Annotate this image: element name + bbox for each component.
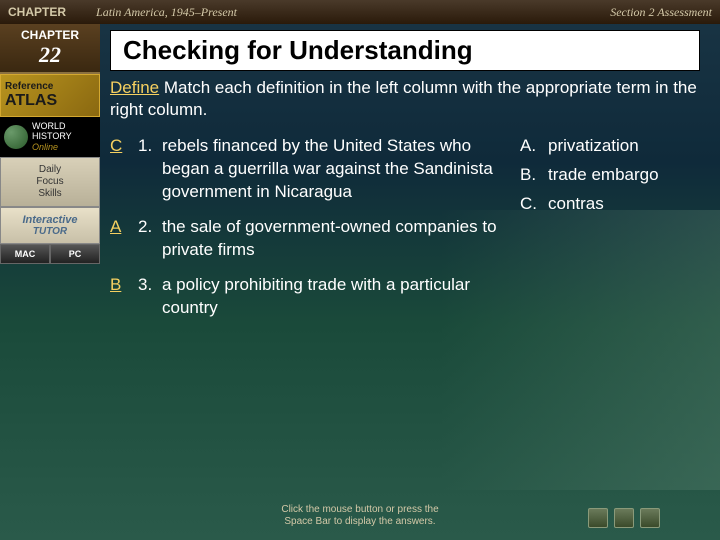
hint-line1: Click the mouse button or press the [281,504,438,516]
focus-line2: Focus [5,176,95,188]
choice-term: privatization [548,135,639,158]
choice-list: A. privatization B. trade embargo C. con… [520,135,700,332]
question-number: 3. [138,274,162,320]
choice-row: C. contras [520,193,700,216]
chapter-number: 22 [0,42,100,68]
atlas-button[interactable]: Reference ATLAS [0,74,100,117]
choice-key: B. [520,164,548,187]
quiz-area: C 1. rebels financed by the United State… [110,135,700,332]
question-row: A 2. the sale of government-owned compan… [110,216,500,262]
world-history-button[interactable]: WORLD HISTORY Online [0,117,100,157]
chapter-title: Latin America, 1945–Present [96,5,237,20]
question-list: C 1. rebels financed by the United State… [110,135,500,332]
tutor-line2: TUTOR [5,226,95,237]
define-label: Define [110,78,159,97]
history-label: HISTORY [32,131,72,142]
chapter-header: CHAPTER Latin America, 1945–Present Sect… [0,0,720,24]
choice-key: A. [520,135,548,158]
chapter-badge-label: CHAPTER [0,28,100,42]
atlas-ref: Reference [5,81,95,92]
choice-row: B. trade embargo [520,164,700,187]
nav-icon-1[interactable] [588,508,608,528]
question-text: a policy prohibiting trade with a partic… [162,274,500,320]
choice-term: contras [548,193,604,216]
platform-row: MAC PC [0,244,100,264]
chapter-badge: CHAPTER 22 [0,24,100,74]
sidebar: CHAPTER 22 Reference ATLAS WORLD HISTORY… [0,24,100,264]
answer-letter: A [110,216,138,262]
choice-key: C. [520,193,548,216]
choice-term: trade embargo [548,164,659,187]
question-text: the sale of government-owned companies t… [162,216,500,262]
answer-letter: B [110,274,138,320]
instructions: Define Match each definition in the left… [110,77,700,121]
main-content: Checking for Understanding Define Match … [110,30,700,332]
tutor-button[interactable]: Interactive TUTOR [0,207,100,244]
question-row: C 1. rebels financed by the United State… [110,135,500,204]
footer-nav-icons [588,508,660,528]
focus-line3: Skills [5,188,95,200]
nav-icon-3[interactable] [640,508,660,528]
world-label: WORLD [32,121,72,132]
content-heading: Checking for Understanding [123,35,687,66]
footer-hint: Click the mouse button or press the Spac… [281,504,438,528]
nav-icon-2[interactable] [614,508,634,528]
pc-button[interactable]: PC [50,244,100,264]
section-label: Section 2 Assessment [610,5,712,20]
question-text: rebels financed by the United States who… [162,135,500,204]
globe-icon [4,125,28,149]
tutor-line1: Interactive [5,214,95,226]
online-label: Online [32,142,72,153]
instructions-body: Match each definition in the left column… [110,78,697,119]
answer-letter: C [110,135,138,204]
content-title-box: Checking for Understanding [110,30,700,71]
mac-button[interactable]: MAC [0,244,50,264]
question-row: B 3. a policy prohibiting trade with a p… [110,274,500,320]
atlas-big: ATLAS [5,92,95,110]
chapter-label: CHAPTER [8,5,66,19]
daily-focus-button[interactable]: Daily Focus Skills [0,157,100,207]
question-number: 1. [138,135,162,204]
hint-line2: Space Bar to display the answers. [281,516,438,528]
choice-row: A. privatization [520,135,700,158]
question-number: 2. [138,216,162,262]
focus-line1: Daily [5,164,95,176]
